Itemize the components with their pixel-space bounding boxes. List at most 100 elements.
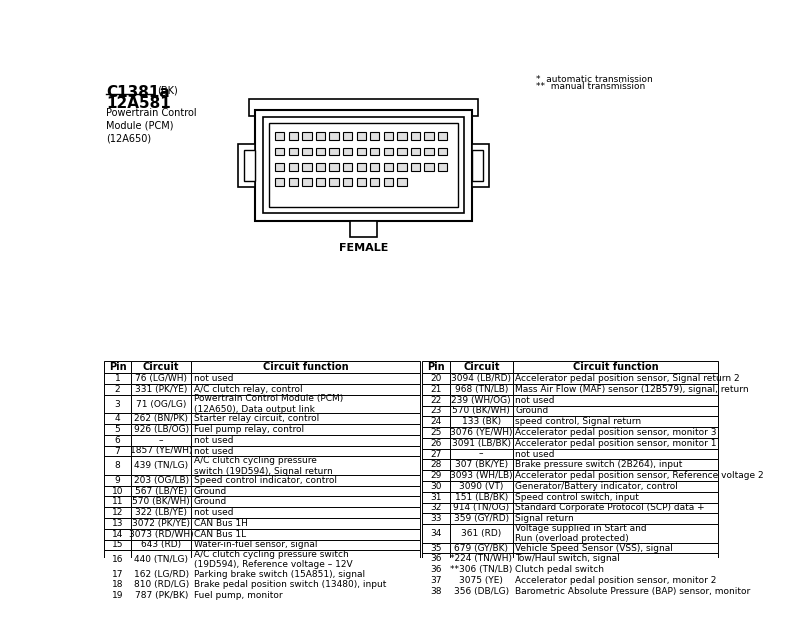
Text: *224 (TN/WH): *224 (TN/WH)	[450, 554, 512, 563]
Bar	[255, 110, 472, 221]
Bar	[191, 486, 420, 497]
Bar	[104, 475, 131, 486]
Bar	[131, 384, 191, 395]
Text: 11: 11	[112, 497, 123, 507]
Bar	[450, 492, 513, 503]
Text: 38: 38	[430, 587, 442, 596]
Bar	[450, 542, 513, 554]
Bar	[275, 163, 285, 171]
Bar	[450, 373, 513, 384]
Text: Pin: Pin	[109, 362, 126, 372]
Bar	[104, 540, 131, 551]
Bar	[513, 470, 718, 481]
Text: Ground: Ground	[194, 487, 227, 495]
Bar	[424, 147, 434, 155]
Bar	[191, 540, 420, 551]
Bar	[410, 132, 420, 140]
Text: 3094 (LB/RD): 3094 (LB/RD)	[451, 374, 511, 383]
Text: 29: 29	[430, 471, 442, 480]
Bar	[343, 163, 352, 171]
Bar	[131, 579, 191, 591]
Text: 570 (BK/WH): 570 (BK/WH)	[453, 406, 510, 416]
Bar	[424, 132, 434, 140]
Bar	[104, 395, 131, 413]
Text: 439 (TN/LG): 439 (TN/LG)	[134, 461, 188, 470]
Bar	[472, 150, 483, 181]
Bar	[450, 416, 513, 427]
Bar	[191, 475, 420, 486]
Text: 31: 31	[430, 493, 442, 502]
Bar	[191, 518, 420, 529]
Text: Ground: Ground	[194, 497, 227, 507]
Bar	[513, 492, 718, 503]
Bar	[513, 406, 718, 416]
Text: 36: 36	[430, 554, 442, 563]
Bar	[422, 481, 450, 492]
Bar	[191, 507, 420, 518]
Text: 307 (BK/YE): 307 (BK/YE)	[454, 460, 508, 470]
Text: not used: not used	[194, 374, 234, 383]
Bar	[302, 132, 311, 140]
Text: 151 (LB/BK): 151 (LB/BK)	[454, 493, 508, 502]
Text: 968 (TN/LB): 968 (TN/LB)	[454, 385, 508, 394]
Bar	[343, 147, 352, 155]
Bar	[191, 591, 420, 601]
Text: Circuit: Circuit	[143, 362, 179, 372]
Bar	[191, 384, 420, 395]
Text: Accelerator pedal position sensor, monitor 1: Accelerator pedal position sensor, monit…	[515, 439, 717, 448]
Bar	[289, 147, 298, 155]
Text: 3093 (WH/LB): 3093 (WH/LB)	[450, 471, 513, 480]
Text: 567 (LB/YE): 567 (LB/YE)	[135, 487, 187, 495]
Bar	[450, 361, 513, 373]
Text: Vehicle Speed Sensor (VSS), signal: Vehicle Speed Sensor (VSS), signal	[515, 544, 674, 552]
Text: 18: 18	[112, 581, 123, 589]
Bar	[104, 424, 131, 435]
Text: 71 (OG/LG): 71 (OG/LG)	[136, 399, 186, 409]
Bar	[131, 446, 191, 456]
Text: 3076 (YE/WH): 3076 (YE/WH)	[450, 428, 513, 437]
Bar	[104, 507, 131, 518]
Text: not used: not used	[515, 396, 555, 404]
Text: 24: 24	[430, 417, 442, 426]
Text: 15: 15	[112, 540, 123, 549]
Bar	[422, 438, 450, 449]
Text: 239 (WH/OG): 239 (WH/OG)	[451, 396, 511, 404]
Bar	[398, 163, 406, 171]
Text: Signal return: Signal return	[515, 514, 574, 524]
Text: Speed control indicator, control: Speed control indicator, control	[194, 476, 337, 485]
Text: 262 (BN/PK): 262 (BN/PK)	[134, 414, 188, 423]
Text: Fuel pump relay, control: Fuel pump relay, control	[194, 425, 304, 434]
Bar	[422, 492, 450, 503]
Bar	[104, 497, 131, 507]
Bar	[343, 179, 352, 186]
Text: A/C clutch cycling pressure
switch (19D594), Signal return: A/C clutch cycling pressure switch (19D5…	[194, 456, 333, 475]
Bar	[450, 586, 513, 596]
Text: 914 (TN/OG): 914 (TN/OG)	[454, 503, 510, 512]
Bar	[191, 446, 420, 456]
Bar	[191, 579, 420, 591]
Bar	[191, 373, 420, 384]
Bar	[422, 449, 450, 460]
Bar	[357, 132, 366, 140]
Bar	[450, 406, 513, 416]
Text: 10: 10	[112, 487, 123, 495]
Bar	[357, 163, 366, 171]
Text: 27: 27	[430, 450, 442, 458]
Bar	[422, 575, 450, 586]
Text: 30: 30	[430, 482, 442, 491]
Bar	[410, 163, 420, 171]
Bar	[238, 144, 255, 187]
Text: CAN Bus 1H: CAN Bus 1H	[194, 519, 248, 528]
Text: *  automatic transmission: * automatic transmission	[535, 75, 652, 84]
Text: 4: 4	[114, 414, 120, 423]
Bar	[104, 579, 131, 591]
Bar	[302, 163, 311, 171]
Bar	[191, 551, 420, 569]
Bar	[269, 124, 458, 208]
Bar	[513, 361, 718, 373]
Text: –: –	[479, 450, 483, 458]
Text: Ground: Ground	[515, 406, 549, 416]
Bar	[450, 460, 513, 470]
Bar	[438, 132, 447, 140]
Text: 570 (BK/WH): 570 (BK/WH)	[132, 497, 190, 507]
